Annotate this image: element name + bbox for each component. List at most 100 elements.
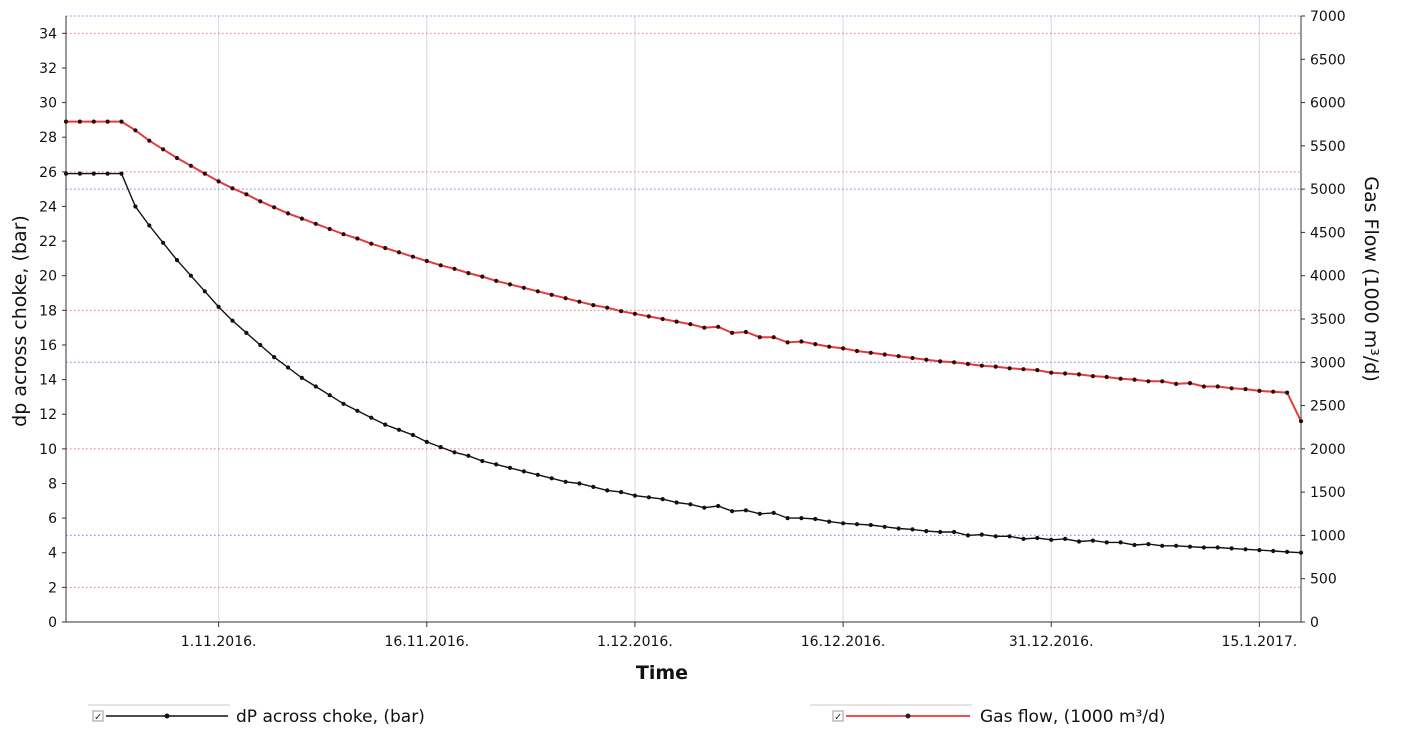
data-point	[355, 408, 360, 413]
x-axis-title: Time	[636, 662, 688, 684]
data-point	[646, 314, 651, 319]
data-point	[105, 119, 110, 124]
x-axis-ticks: 1.11.2016. 16.11.2016. 1.12.2016. 16.12.201…	[181, 622, 1297, 650]
data-point	[1090, 374, 1095, 379]
data-point	[244, 330, 249, 335]
data-point	[841, 346, 846, 351]
y-tick-label: 34	[39, 26, 57, 42]
data-point	[702, 505, 707, 510]
data-point	[1104, 540, 1109, 545]
data-point	[1035, 368, 1040, 373]
data-point	[1201, 545, 1206, 550]
y-tick-label: 12	[39, 407, 57, 423]
legend-item-gas[interactable]: ✓ Gas flow, (1000 m³/d)	[810, 704, 1166, 727]
data-point	[258, 199, 263, 204]
data-point	[743, 508, 749, 513]
legend-label-gas: Gas flow, (1000 m³/d)	[980, 707, 1166, 727]
data-point	[952, 529, 957, 535]
data-point	[938, 359, 943, 364]
data-point	[1298, 419, 1304, 424]
data-point	[1229, 386, 1234, 391]
y-axis-title: dp across choke, (bar)	[9, 215, 31, 427]
data-point	[63, 171, 69, 176]
data-point	[507, 282, 513, 287]
y-tick-label: 14	[39, 373, 57, 389]
data-point	[632, 493, 638, 498]
data-point	[216, 179, 221, 184]
data-point	[1146, 542, 1151, 547]
data-point	[993, 534, 998, 539]
data-point	[591, 484, 596, 489]
legend-item-dp[interactable]: ✓ dP across choke, (bar)	[88, 704, 425, 727]
horizontal-gridlines	[66, 15, 1301, 588]
data-point	[896, 354, 901, 359]
y-tick-label: 10	[39, 442, 57, 458]
vertical-gridlines	[218, 16, 1260, 622]
data-point	[355, 236, 360, 241]
data-point	[813, 342, 818, 347]
data-point	[1118, 376, 1123, 381]
data-point	[77, 119, 82, 124]
y2-tick-label: 500	[1310, 572, 1337, 588]
data-point	[161, 147, 166, 152]
data-point	[771, 510, 776, 515]
data-point	[1007, 366, 1012, 371]
data-point	[619, 490, 624, 495]
y2-tick-label: 4000	[1310, 269, 1346, 285]
y2-tick-label: 6500	[1310, 52, 1346, 68]
y-tick-label: 4	[48, 546, 57, 562]
data-point	[1090, 538, 1095, 543]
data-point	[272, 355, 277, 360]
series-gas-flow	[63, 119, 1304, 424]
data-point	[341, 232, 346, 237]
data-point	[1063, 371, 1068, 376]
data-point	[743, 329, 749, 335]
data-point	[466, 271, 471, 276]
data-point	[244, 192, 249, 197]
data-point	[882, 352, 887, 357]
data-point	[965, 533, 971, 538]
legend-swatch-dp-marker	[164, 713, 170, 719]
data-point	[438, 445, 443, 450]
data-point	[383, 422, 388, 427]
data-point	[1146, 379, 1151, 384]
data-point	[230, 318, 235, 323]
data-point	[1049, 370, 1054, 375]
y2-tick-label: 3500	[1310, 312, 1346, 328]
y-tick-label: 6	[48, 511, 57, 527]
data-point	[757, 335, 762, 340]
data-point	[1271, 389, 1276, 394]
data-point	[563, 479, 568, 484]
data-point	[424, 258, 429, 264]
y-tick-label: 26	[39, 165, 57, 181]
data-point	[1160, 379, 1165, 384]
data-point	[424, 439, 429, 444]
data-point	[993, 364, 998, 369]
y2-tick-label: 5500	[1310, 139, 1346, 155]
data-point	[1007, 534, 1012, 539]
data-point	[813, 516, 818, 522]
data-point	[1229, 546, 1234, 551]
data-point	[1174, 543, 1179, 548]
legend-checkbox-gas[interactable]	[832, 710, 844, 722]
data-point	[147, 138, 152, 143]
data-point	[924, 529, 929, 534]
y2-tick-label: 2500	[1310, 399, 1346, 415]
data-point	[535, 472, 540, 477]
data-point	[369, 415, 374, 420]
x-tick-label: 31.12.2016.	[1009, 634, 1094, 650]
legend-checkbox-dp[interactable]	[92, 710, 104, 722]
data-point	[133, 204, 138, 209]
data-point	[549, 476, 554, 481]
data-point	[521, 285, 527, 290]
data-point	[258, 342, 263, 348]
data-point	[674, 500, 679, 505]
data-point	[910, 355, 915, 361]
data-point	[480, 458, 485, 464]
data-point	[1021, 536, 1026, 542]
data-point	[77, 171, 82, 176]
axes	[65, 16, 1302, 623]
data-point	[202, 171, 207, 176]
data-point	[327, 226, 332, 232]
data-point	[716, 503, 721, 509]
